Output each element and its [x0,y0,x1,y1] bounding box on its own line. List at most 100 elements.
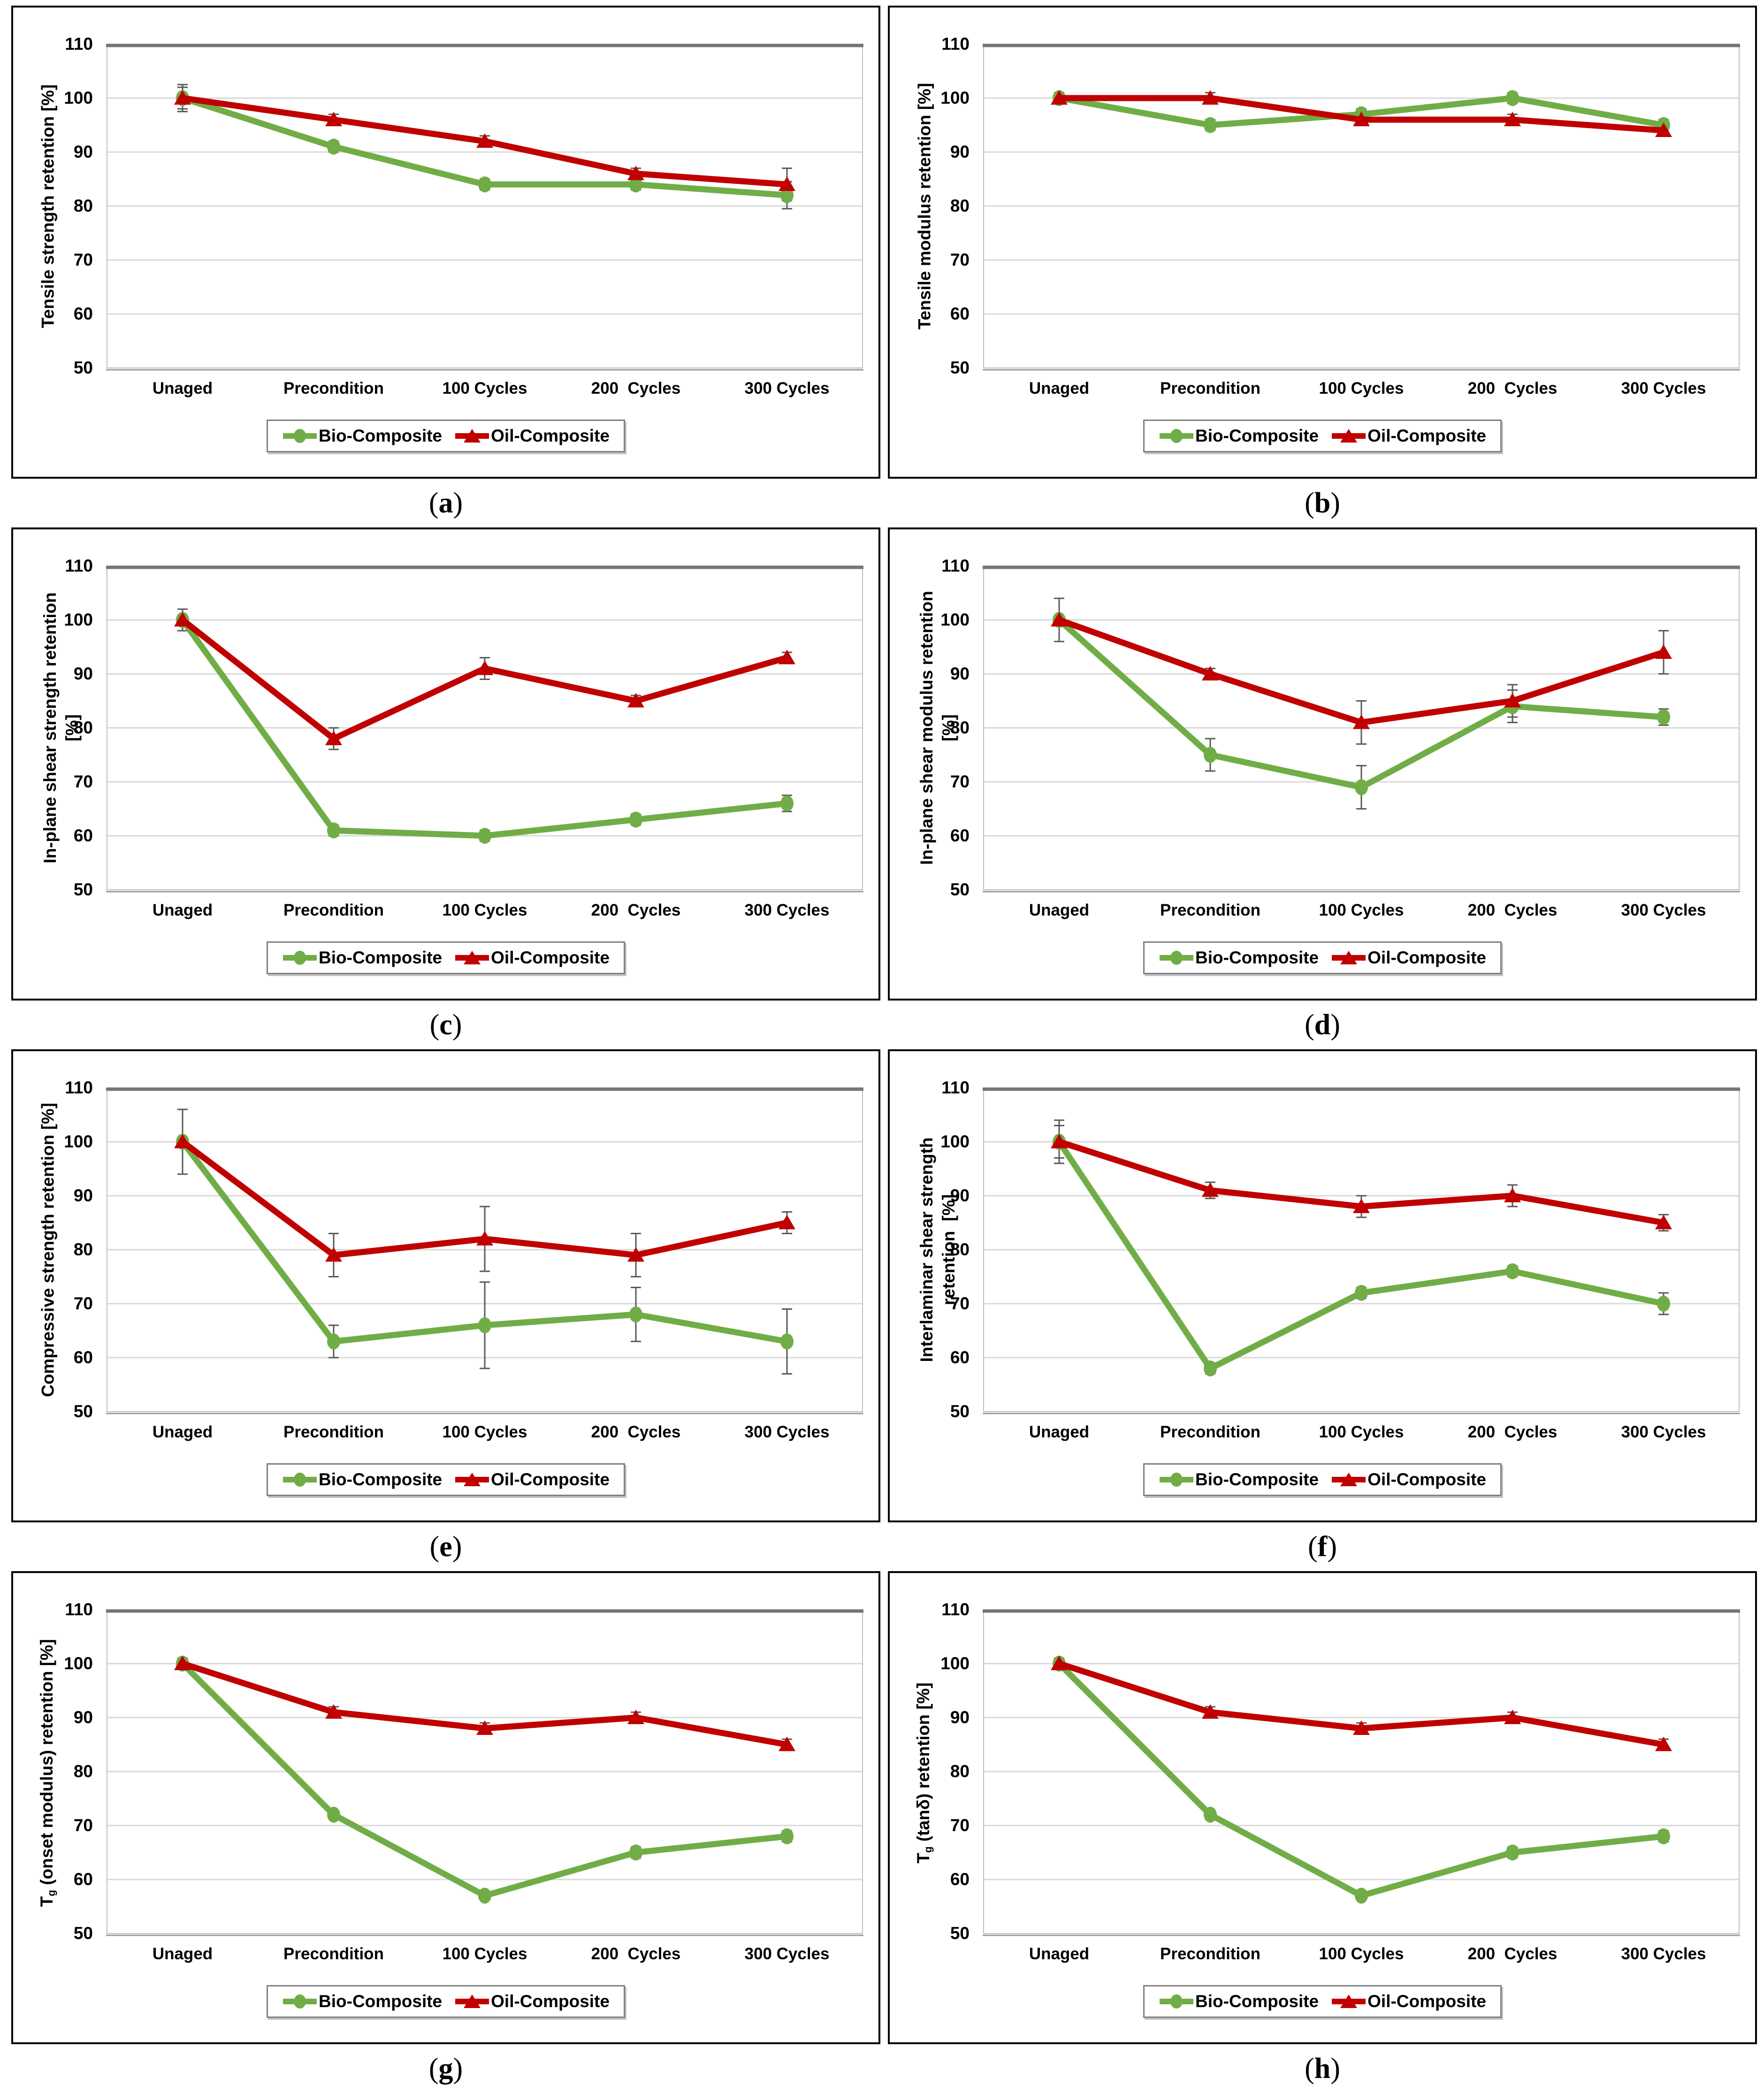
legend: Bio-Composite Oil-Composite [267,1463,625,1496]
oil-data-point-marker [476,1231,493,1245]
x-tick-label: Unaged [1029,379,1090,397]
oil-data-point-marker [627,1710,644,1724]
legend: Bio-Composite Oil-Composite [1143,420,1502,452]
chart-panel-f: Interlaminar shear strength retention [%]… [888,1049,1757,1522]
x-tick-label: Unaged [1029,1423,1090,1441]
bio-data-point-marker [780,187,794,203]
y-tick-label: 90 [73,1186,93,1205]
y-tick-label: 60 [73,1348,93,1367]
oil-data-point-marker [779,1736,795,1751]
y-tick-label: 100 [64,610,93,629]
legend-item-label: Oil-Composite [491,1470,610,1489]
y-tick-label: 70 [73,250,93,269]
bio-data-point-marker [629,176,642,192]
bio-series-line [179,1660,790,1899]
chart-panel-d: In-plane shear modulus retention [%] 110 10… [888,527,1757,1001]
y-tick-label: 110 [941,1078,970,1097]
x-tick-label: 200 Cycles [591,379,681,397]
legend-item-label: Oil-Composite [491,948,610,967]
y-tick-label: 80 [73,1240,93,1259]
x-tick-label: Precondition [283,901,384,919]
x-tick-label: 300 Cycles [1621,1423,1706,1441]
y-tick-label: 50 [73,358,93,377]
y-tick-label: 90 [73,142,93,161]
y-tick-label: 80 [950,196,970,215]
x-tick-label: 300 Cycles [1621,1945,1706,1963]
legend-item-oil: Oil-Composite [454,947,610,968]
x-tick-label: Unaged [152,1423,213,1441]
caption-h: (h) [888,2044,1757,2093]
caption-letter: g [438,2052,453,2085]
x-tick-label: 200 Cycles [1467,379,1558,397]
oil-data-point-marker [627,1247,644,1262]
caption-paren-open: ( [1305,487,1314,519]
x-tick-label: 200 Cycles [591,901,681,919]
y-tick-label: 70 [950,1294,970,1313]
chart-panel-b: Tensile modulus retention [%] 110 100 90 80 7… [888,6,1757,479]
x-tick-label: 300 Cycles [744,379,830,397]
caption-paren-open: ( [428,487,439,519]
caption-paren-close: ) [453,487,463,519]
circle-marker-icon [1170,1473,1183,1487]
bio-data-point-marker [327,1807,340,1823]
legend: Bio-Composite Oil-Composite [1143,941,1502,974]
y-tick-label: 70 [73,1816,93,1835]
oil-data-point-marker [325,1704,342,1719]
legend-item-label: Oil-Composite [491,1992,610,2011]
bio-legend-marker-icon [1160,1473,1194,1487]
legend: Bio-Composite Oil-Composite [267,1985,625,2018]
y-tick-label: 50 [950,880,970,899]
y-tick-label: 50 [950,1924,970,1943]
caption-letter: h [1314,2052,1331,2085]
caption-d: (d) [888,1001,1757,1049]
legend-item-bio: Bio-Composite [1159,1469,1319,1490]
bio-data-point-marker [327,138,340,155]
oil-data-point-marker [476,1720,493,1735]
triangle-marker-icon [464,1473,481,1486]
bio-data-point-marker [327,822,340,839]
chart-cell-d: In-plane shear modulus retention [%] 110 10… [888,527,1757,1049]
oil-data-point-marker [779,649,795,665]
caption-c: (c) [11,1001,880,1049]
y-tick-label: 90 [73,664,93,683]
legend-item-oil: Oil-Composite [1331,947,1486,968]
caption-g: (g) [11,2044,880,2093]
y-tick-label: 60 [950,1870,970,1889]
oil-data-point-marker [779,176,795,191]
caption-paren-close: ) [1327,1530,1337,1563]
oil-data-point-marker [1051,612,1068,626]
caption-letter: e [439,1530,452,1563]
y-tick-label: 100 [64,88,93,107]
x-tick-label: Precondition [1160,1423,1260,1441]
legend-item-label: Oil-Composite [1367,1470,1486,1489]
caption-a: (a) [11,479,880,527]
circle-marker-icon [294,951,306,965]
caption-letter: d [1314,1008,1331,1041]
bio-data-point-marker [1204,117,1217,133]
caption-letter: c [439,1008,452,1041]
x-tick-label: 300 Cycles [744,1423,830,1441]
plot-area [106,565,863,893]
oil-data-point-marker [1202,90,1219,105]
caption-paren-open: ( [429,1008,440,1041]
chart-cell-c: In-plane shear strength retention [%] 110 1… [11,527,880,1049]
caption-paren-open: ( [1308,1530,1318,1563]
y-tick-label: 60 [950,1348,970,1367]
legend-item-label: Oil-Composite [491,426,610,445]
legend-item-bio: Bio-Composite [282,1991,442,2012]
y-tick-label: 70 [73,1294,93,1313]
x-tick-label: Precondition [1160,1945,1260,1963]
legend-item-label: Oil-Composite [1367,948,1486,967]
legend-item-oil: Oil-Composite [1331,1991,1486,2012]
x-tick-label: Unaged [152,379,213,397]
legend-item-label: Bio-Composite [1195,1992,1319,2011]
y-tick-label: 100 [64,1654,93,1673]
oil-data-point-marker [1655,1215,1672,1230]
bio-data-point-marker [629,1306,642,1322]
bio-data-point-marker [478,1887,491,1904]
y-tick-label: 90 [950,1186,970,1205]
y-tick-label: 80 [73,196,93,215]
caption-e: (e) [11,1522,880,1571]
y-tick-label: 110 [65,556,93,575]
legend: Bio-Composite Oil-Composite [1143,1985,1502,2018]
